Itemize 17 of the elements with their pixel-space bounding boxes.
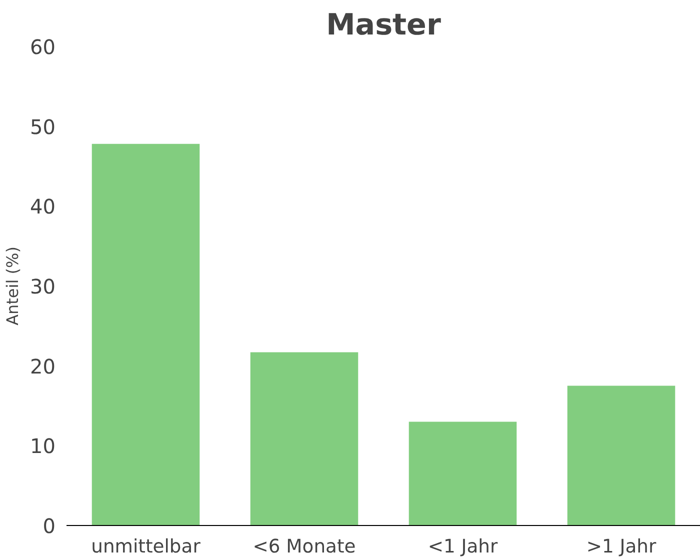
bar [408, 422, 517, 526]
y-tick-label: 0 [42, 514, 56, 538]
x-tick-label: unmittelbar [91, 536, 201, 558]
y-tick-label: 40 [30, 194, 56, 219]
y-tick-label: 60 [30, 35, 56, 59]
bar [567, 386, 676, 526]
y-tick-label: 10 [30, 434, 56, 458]
x-tick-label: <6 Monate [252, 536, 356, 558]
x-tick-label: >1 Jahr [586, 536, 657, 558]
x-tick-label: <1 Jahr [428, 536, 498, 558]
y-axis-title: Anteil (%) [3, 246, 22, 326]
bar [92, 144, 200, 526]
y-tick-label: 20 [30, 354, 56, 378]
y-tick-label: 50 [30, 114, 56, 139]
bar [250, 352, 358, 526]
y-tick-label: 30 [30, 274, 56, 298]
chart-title: Master [326, 8, 442, 42]
